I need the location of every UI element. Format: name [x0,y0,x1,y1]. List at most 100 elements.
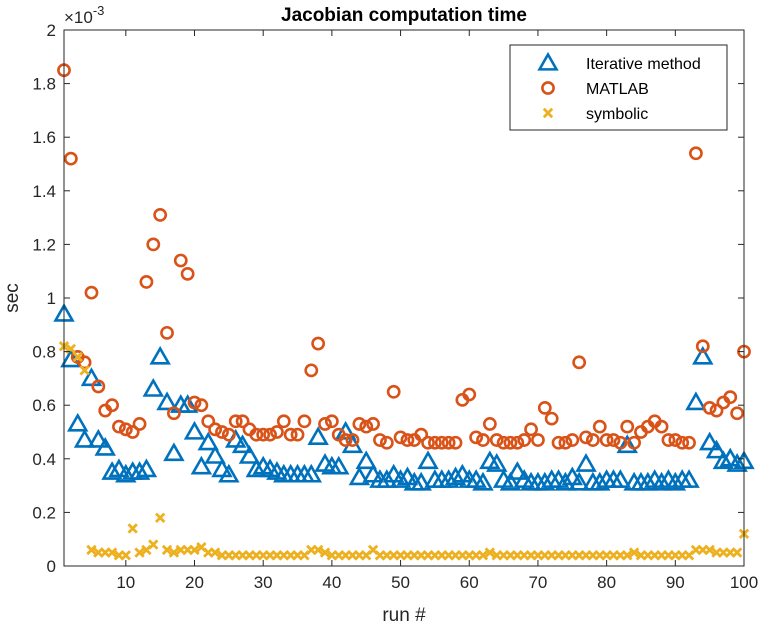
data-point-circle-39 [318,417,332,431]
data-point-triangle-95 [698,431,721,451]
data-point-circle-66 [503,435,518,450]
data-point-triangle-67 [506,461,529,480]
data-point-circle-79 [592,419,607,434]
data-point-triangle-50 [389,469,412,488]
data-point-triangle-17 [163,442,185,462]
data-point-circle-31 [263,427,277,442]
data-point-circle-74 [558,435,573,450]
series-circle-points [57,63,751,450]
data-point-circle-20 [187,395,202,410]
data-point-circle-18 [173,253,188,268]
data-point-triangle-13 [135,458,158,478]
data-point-triangle-82 [609,469,632,488]
data-point-circle-35 [290,427,305,442]
y-exponent-label: ×10-3 [64,3,104,27]
data-point-circle-71 [537,400,552,415]
data-point-circle-29 [249,427,264,442]
data-point-x-14 [148,539,159,550]
data-point-x-62 [477,550,489,561]
data-point-x-16 [161,544,173,556]
x-tick-label: 10 [116,573,135,592]
data-point-triangle-62 [472,471,494,491]
data-point-circle-40 [324,414,339,429]
y-tick-label: 1.6 [32,128,56,147]
data-point-circle-13 [139,275,154,289]
legend-marker-x [542,107,554,119]
data-point-circle-4 [77,355,92,370]
data-point-triangle-29 [245,458,268,478]
y-axis-label: sec [2,283,23,313]
data-point-circle-70 [531,433,545,447]
x-tick-label: 60 [460,573,479,592]
data-point-circle-56 [434,435,449,450]
data-point-circle-23 [208,422,223,437]
data-point-triangle-76 [568,471,590,491]
data-point-circle-11 [125,425,140,439]
data-point-x-11 [127,523,138,534]
data-point-triangle-92 [678,469,700,488]
data-point-circle-34 [283,427,298,442]
data-point-triangle-57 [437,469,460,488]
data-point-triangle-93 [685,391,707,411]
data-point-x-3 [72,351,83,363]
data-point-circle-72 [544,411,559,426]
data-point-circle-83 [620,419,635,434]
data-point-triangle-27 [231,434,254,454]
data-point-x-17 [168,547,180,558]
data-point-triangle-96 [705,439,728,459]
data-point-triangle-41 [328,455,350,475]
data-point-triangle-8 [101,461,123,480]
y-tick-label: 0.6 [32,396,56,415]
data-point-circle-25 [221,427,236,442]
data-point-triangle-15 [149,345,171,365]
data-point-triangle-66 [499,471,522,491]
data-point-circle-53 [414,427,429,442]
data-point-x-10 [120,550,132,561]
data-point-triangle-88 [650,471,673,491]
data-point-circle-21 [194,398,209,413]
data-point-x-83 [622,550,633,561]
y-tick-label: 0.8 [32,343,56,362]
data-point-triangle-99 [726,453,748,472]
data-point-triangle-38 [307,426,329,446]
x-tick-label: 50 [391,573,410,592]
y-exponent-base: ×10 [64,8,93,27]
data-point-circle-27 [235,414,250,429]
data-point-triangle-7 [94,436,116,456]
data-point-triangle-16 [156,391,178,411]
data-point-x-8 [106,547,118,558]
data-point-circle-5 [84,285,99,300]
legend-label-triangle: Iterative method [586,56,701,73]
data-point-x-15 [154,512,166,523]
data-point-triangle-48 [376,469,398,488]
data-point-circle-73 [551,435,566,450]
svg-text:×10-3: ×10-3 [64,3,104,27]
data-point-circle-38 [311,336,326,351]
data-point-circle-22 [201,414,216,429]
data-point-circle-44 [352,417,367,431]
data-point-circle-91 [675,435,690,450]
data-point-circle-16 [160,325,174,340]
data-point-triangle-19 [176,394,199,413]
data-point-triangle-28 [238,444,261,464]
data-point-circle-45 [359,419,374,434]
data-point-triangle-94 [692,345,714,365]
data-point-circle-49 [386,384,401,399]
data-point-x-63 [484,547,496,558]
data-point-triangle-20 [183,420,206,440]
data-point-circle-57 [441,435,456,450]
data-point-x-99 [731,547,743,558]
data-point-circle-65 [496,435,511,450]
data-point-circle-26 [228,414,243,429]
data-point-circle-37 [304,363,319,378]
data-point-circle-51 [400,433,415,447]
data-point-x-39 [319,547,331,558]
data-point-circle-80 [599,433,614,447]
data-point-circle-12 [132,417,147,431]
y-tick-label: 1.8 [32,75,56,94]
data-point-circle-63 [482,417,497,431]
data-point-circle-55 [428,435,442,450]
data-point-circle-94 [695,339,710,354]
axes: 10 20 30 40 50 60 70 80 90 100 0 0.2 0.4 0.6 0.8 1 1.2 1.… [32,21,758,592]
